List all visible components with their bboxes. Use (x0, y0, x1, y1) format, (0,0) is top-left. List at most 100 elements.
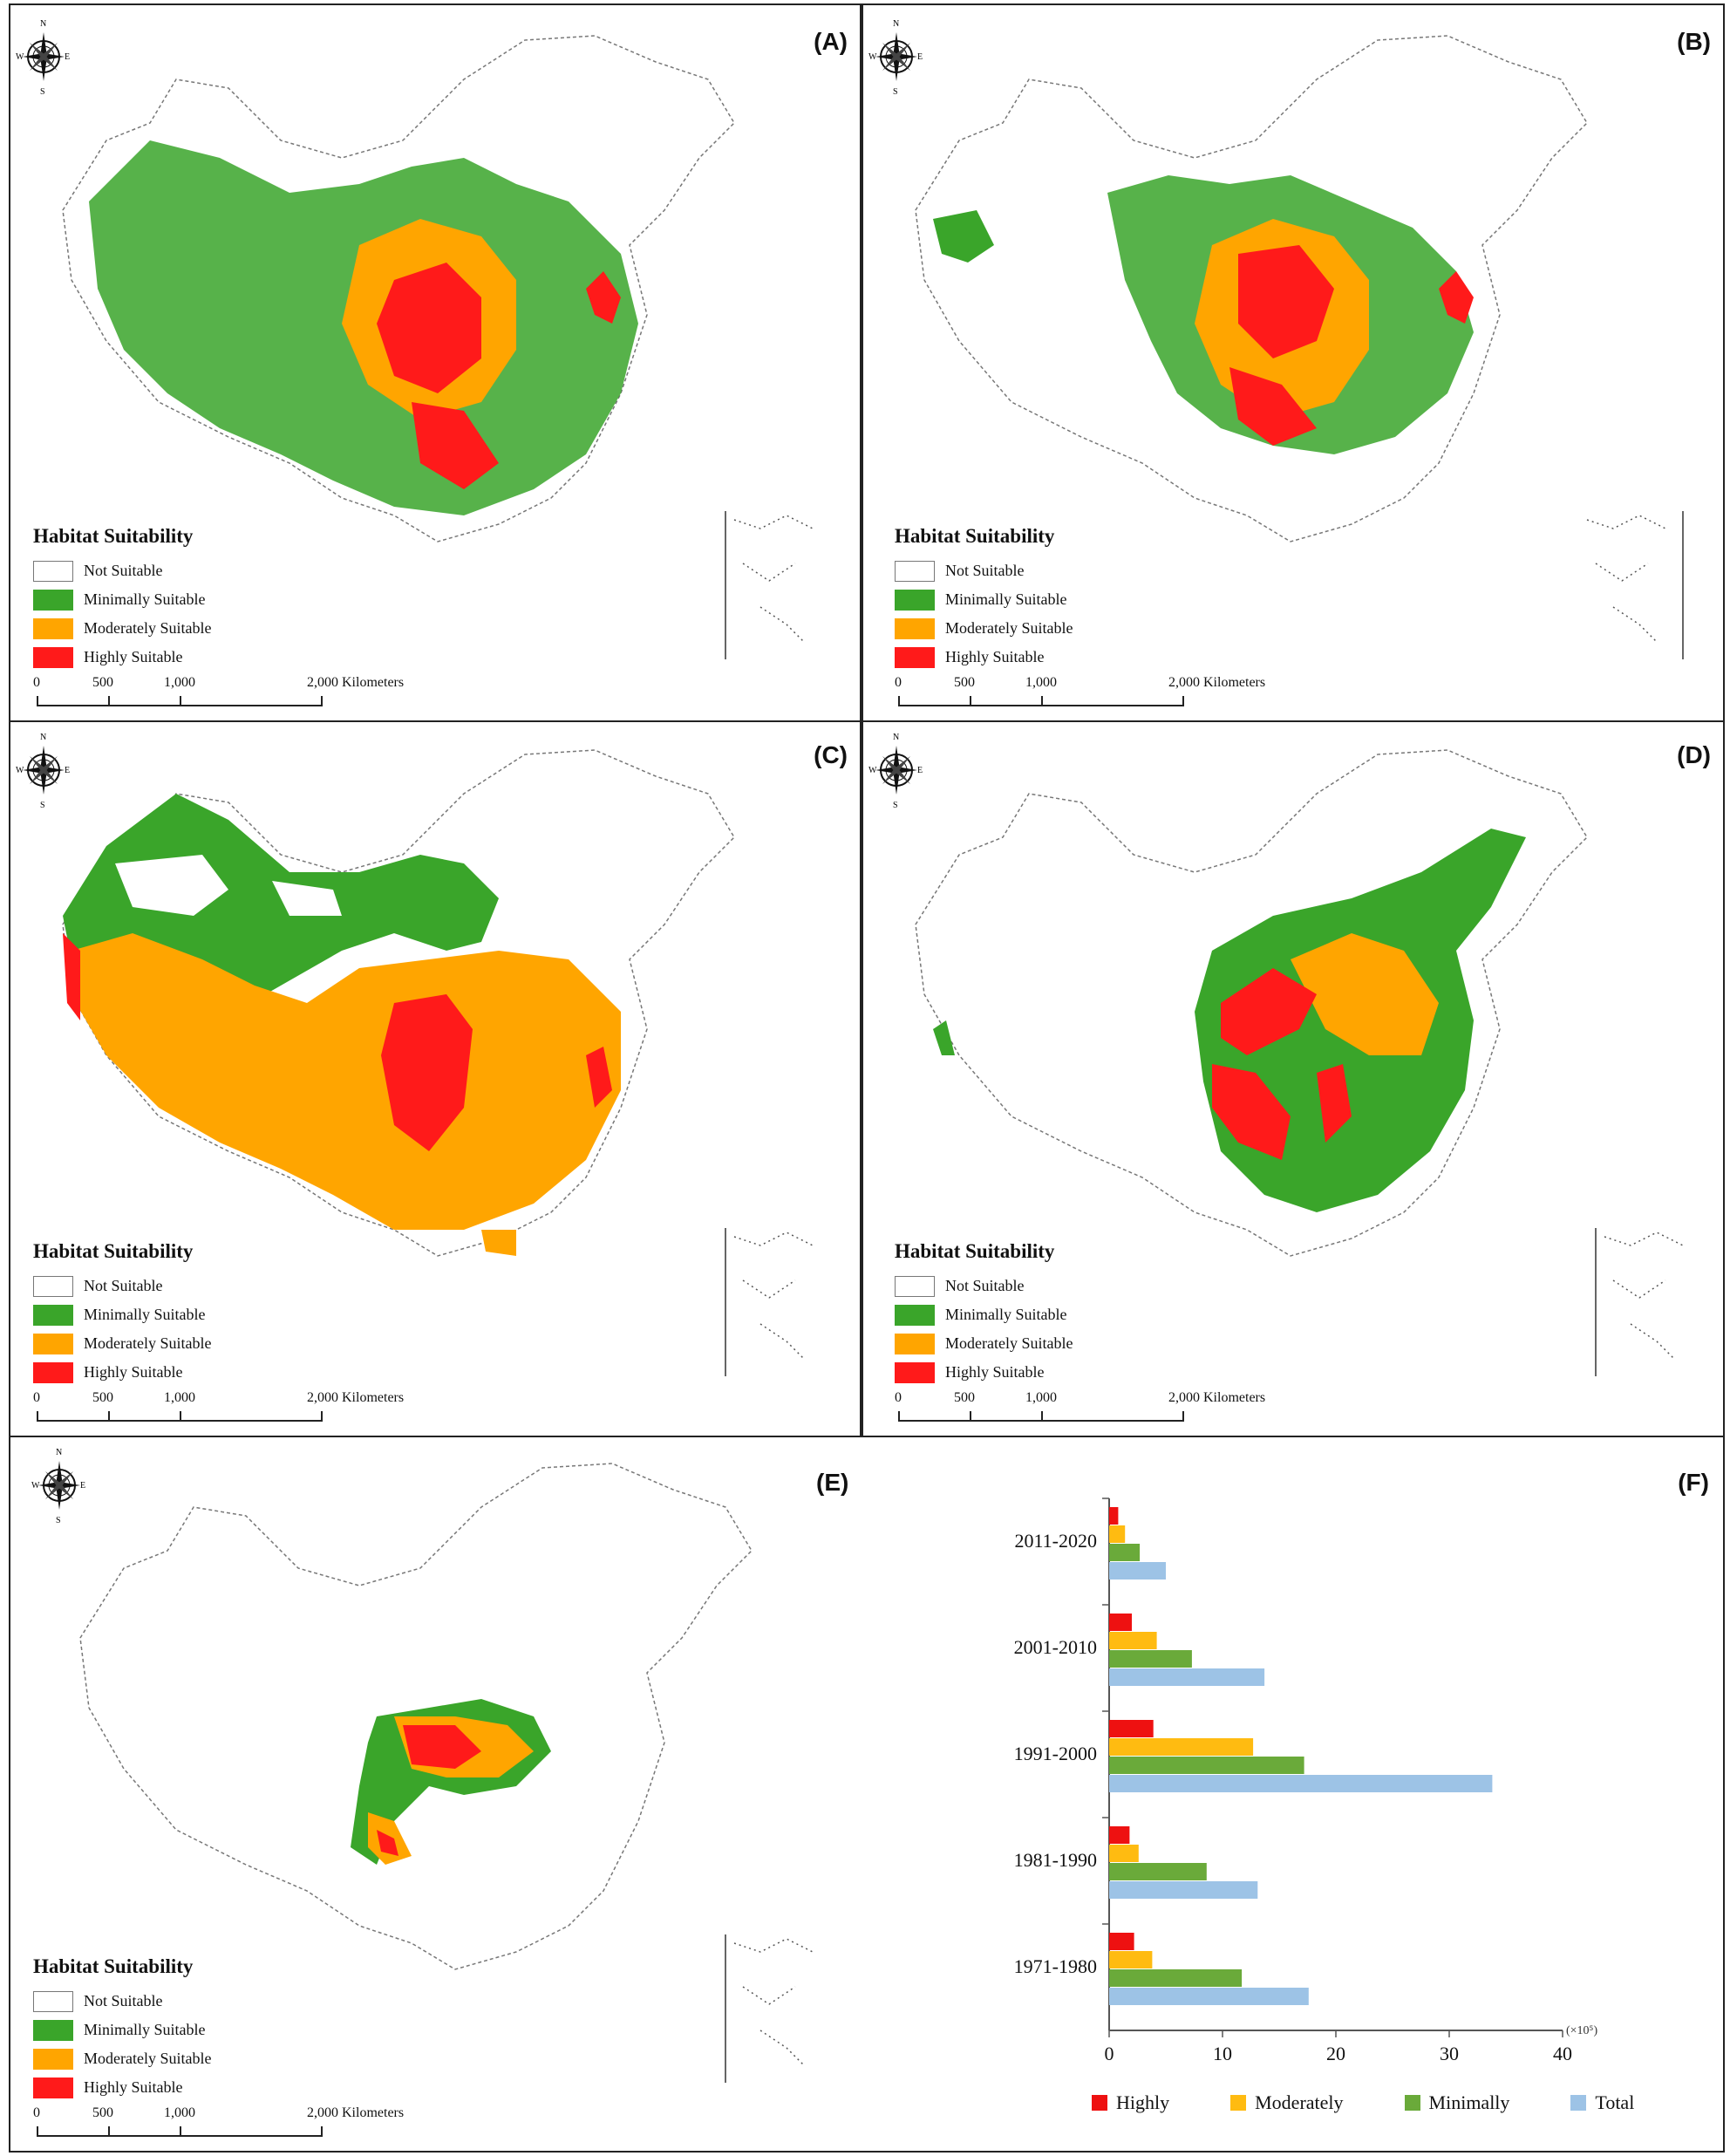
bar-chart-f: 2011-2020 2001-2010 1991-2000 1981-1990 1971… (1014, 1498, 1597, 2064)
legend-b: Habitat Suitability Not Suitable Minimal… (895, 525, 1073, 672)
legend-e: Habitat Suitability Not Suitable Minimal… (33, 1955, 211, 2102)
legend-title: Habitat Suitability (895, 1240, 1055, 1262)
x-tick-label: 40 (1553, 2043, 1572, 2064)
svg-text:N: N (40, 19, 46, 29)
legend-item: Moderately Suitable (33, 2044, 211, 2073)
bar-moderately (1109, 1738, 1254, 1756)
legend-item: Moderately Suitable (33, 1329, 211, 1358)
panel-c: (C) N W E S Habitat Suitability Not Suit… (9, 720, 862, 1437)
legend-swatch-highly (33, 646, 73, 668)
bar-moderately (1109, 1845, 1139, 1862)
svg-text:S: S (56, 1516, 61, 1525)
bar-moderately (1109, 1632, 1157, 1649)
legend-item: Highly Suitable (33, 2073, 211, 2102)
south-china-sea-inset-a (725, 511, 814, 659)
scale-bar-b: 0 500 1,000 2,000 Kilometers (895, 675, 1265, 706)
bar-minimally (1109, 1650, 1192, 1668)
y-tick-label: 2001-2010 (1014, 1636, 1097, 1658)
panel-letter-b: (B) (1677, 28, 1711, 55)
bar-total (1109, 1668, 1265, 1686)
legend-swatch-minimally (33, 2019, 73, 2041)
scale-bar-e: 0 500 1,000 2,000 Kilometers (33, 2105, 404, 2137)
compass-icon: N W E S (16, 733, 70, 809)
map-china-c (62, 749, 735, 1257)
svg-text:N: N (40, 733, 46, 742)
legend-swatch-not-suitable (33, 1990, 73, 2012)
chart-legend-f: Highly Moderately Minimally Total (1092, 2091, 1634, 2114)
legend-c: Habitat Suitability Not Suitable Minimal… (33, 1240, 211, 1387)
south-china-sea-inset-e (725, 1934, 814, 2083)
legend-d: Habitat Suitability Not Suitable Minimal… (895, 1240, 1073, 1387)
compass-icon: N W E S (868, 733, 923, 809)
map-china-a (62, 35, 735, 542)
legend-title: Habitat Suitability (895, 525, 1055, 547)
legend-swatch-not-suitable (895, 560, 935, 582)
svg-text:N: N (893, 733, 899, 742)
legend-swatch-moderately (33, 1333, 73, 1354)
svg-text:E: E (65, 52, 70, 62)
svg-text:N: N (893, 19, 899, 29)
bar-minimally (1109, 1544, 1141, 1561)
bar-moderately (1109, 1951, 1153, 1968)
legend-swatch-highly (895, 646, 935, 668)
y-tick-label: 1981-1990 (1014, 1849, 1097, 1871)
x-tick-label: 0 (1105, 2043, 1114, 2064)
x-tick-label: 20 (1326, 2043, 1345, 2064)
legend-swatch-moderately (33, 617, 73, 639)
bar-highly (1109, 1933, 1134, 1950)
y-tick-label: 2011-2020 (1014, 1530, 1097, 1552)
legend-swatch-moderately (33, 2048, 73, 2070)
bar-total (1109, 1775, 1493, 1792)
scale-bar-c: 0 500 1,000 2,000 Kilometers (33, 1390, 404, 1422)
bar-total (1109, 1881, 1258, 1899)
panel-e-f: (E) (F) N W E S Habitat Suitability Not … (9, 1436, 1725, 2153)
panel-letter-a: (A) (814, 28, 848, 55)
legend-item: Moderately Suitable (895, 1329, 1073, 1358)
legend-item: Minimally Suitable (33, 585, 211, 614)
panel-letter-f: (F) (1678, 1469, 1709, 1496)
legend-item: Not Suitable (33, 1987, 211, 2016)
svg-text:W: W (31, 1481, 40, 1491)
chart-legend-swatch-moderately (1230, 2095, 1247, 2111)
legend-item: Minimally Suitable (33, 1300, 211, 1329)
bar-highly (1109, 1507, 1119, 1525)
x-tick-label: 10 (1213, 2043, 1232, 2064)
legend-swatch-not-suitable (33, 560, 73, 582)
legend-a: Habitat Suitability Not Suitable Minimal… (33, 525, 211, 672)
south-china-sea-inset-b (1586, 511, 1684, 659)
bar-minimally (1109, 1757, 1304, 1774)
map-china-d (915, 749, 1588, 1257)
south-china-sea-inset-d (1595, 1228, 1684, 1376)
legend-swatch-moderately (895, 1333, 935, 1354)
panel-letter-d: (D) (1677, 741, 1711, 768)
svg-text:W: W (16, 52, 24, 62)
legend-item: Moderately Suitable (33, 614, 211, 643)
legend-title: Habitat Suitability (33, 525, 194, 547)
svg-text:E: E (917, 52, 923, 62)
legend-item: Not Suitable (895, 1272, 1073, 1300)
bar-moderately (1109, 1525, 1126, 1543)
svg-text:E: E (80, 1481, 85, 1491)
legend-item: Highly Suitable (895, 1358, 1073, 1387)
panel-a: (A) N W E S Habitat Suitability Not Suit… (9, 3, 862, 722)
chart-legend-swatch-minimally (1404, 2095, 1420, 2111)
legend-swatch-minimally (33, 589, 73, 611)
x-unit-label: (×10⁵) (1566, 2024, 1597, 2037)
bar-highly (1109, 1720, 1154, 1737)
legend-swatch-minimally (895, 589, 935, 611)
legend-item: Minimally Suitable (895, 585, 1073, 614)
bar-highly (1109, 1614, 1132, 1631)
legend-item: Not Suitable (895, 556, 1073, 585)
legend-swatch-minimally (895, 1304, 935, 1326)
panel-b: (B) N W E S Habitat Suitability Not Suit… (862, 3, 1725, 722)
legend-title: Habitat Suitability (33, 1240, 194, 1262)
bar-minimally (1109, 1969, 1243, 1987)
map-china-e (79, 1463, 753, 1970)
scale-bar-a: 0 500 1,000 2,000 Kilometers (33, 675, 404, 706)
legend-swatch-not-suitable (33, 1275, 73, 1297)
legend-item: Minimally Suitable (895, 1300, 1073, 1329)
compass-icon: N W E S (31, 1448, 85, 1525)
panel-letter-c: (C) (814, 741, 848, 768)
svg-text:W: W (16, 766, 24, 775)
svg-text:W: W (868, 52, 877, 62)
